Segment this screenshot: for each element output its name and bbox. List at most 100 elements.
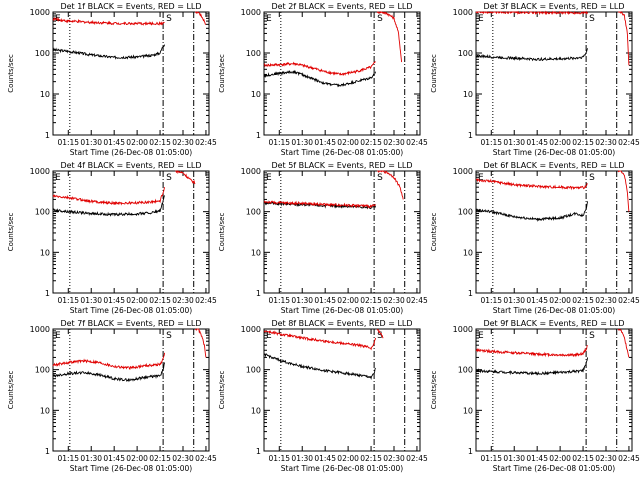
plot-frame [475, 328, 633, 452]
events-series-line [263, 352, 376, 381]
start-marker-label: E [266, 173, 272, 183]
x-tick-label: 02:15 [360, 138, 382, 147]
y-tick-label: 1000 [30, 325, 50, 334]
x-tick-label: 01:45 [314, 138, 336, 147]
y-tick-label: 100 [458, 49, 473, 58]
plot-title: Det 4f BLACK = Events, RED = LLD [60, 161, 201, 170]
lld-series-line [617, 10, 630, 66]
saa-marker-label: S [166, 173, 172, 183]
lld-series-line [376, 328, 384, 339]
lld-series-line [263, 329, 377, 351]
y-tick-label: 1000 [241, 8, 261, 17]
x-axis-label: Start Time (26-Dec-08 01:05:00) [281, 148, 403, 157]
x-tick-label: 01:30 [503, 296, 525, 305]
x-tick-label: 02:30 [172, 454, 194, 463]
events-series-line [263, 69, 377, 88]
x-tick-label: 01:15 [268, 296, 290, 305]
y-tick-label: 1 [45, 131, 50, 140]
y-axis-label: Counts/sec [7, 213, 15, 252]
y-axis-label: Counts/sec [430, 54, 438, 93]
y-tick-label: 100 [35, 208, 50, 217]
x-tick-label: 01:15 [480, 454, 502, 463]
detector-plot: Det 7f BLACK = Events, RED = LLD Counts/s… [7, 319, 217, 473]
x-tick-label: 01:30 [503, 454, 525, 463]
y-tick-label: 1000 [241, 325, 261, 334]
start-marker-label: E [266, 331, 272, 341]
start-marker-label: E [55, 14, 61, 24]
y-tick-label: 1000 [30, 167, 50, 176]
plot-title: Det 2f BLACK = Events, RED = LLD [271, 2, 412, 11]
start-marker-label: E [478, 173, 484, 183]
lld-series-line [52, 187, 166, 206]
saa-marker-label: S [377, 14, 383, 24]
x-tick-label: 01:30 [80, 296, 102, 305]
x-tick-label: 02:15 [572, 138, 594, 147]
x-tick-label: 02:30 [383, 296, 405, 305]
x-tick-label: 01:30 [291, 296, 313, 305]
x-axis-label: Start Time (26-Dec-08 01:05:00) [493, 464, 615, 473]
lld-series-line [195, 11, 206, 25]
x-tick-label: 02:45 [195, 454, 217, 463]
x-tick-label: 02:45 [406, 296, 428, 305]
plot-title: Det 3f BLACK = Events, RED = LLD [483, 2, 624, 11]
y-axis-label: Counts/sec [218, 213, 226, 252]
start-marker-label: E [478, 331, 484, 341]
lld-series-line [475, 344, 588, 358]
detector-plot: Det 1f BLACK = Events, RED = LLD Counts/s… [7, 2, 217, 157]
x-tick-label: 01:30 [503, 138, 525, 147]
y-tick-label: 100 [35, 49, 50, 58]
detector-plot: Det 6f BLACK = Events, RED = LLD Counts/s… [430, 161, 640, 315]
x-tick-label: 02:00 [337, 454, 359, 463]
lld-series-line [377, 170, 404, 200]
events-series-line [52, 195, 166, 217]
x-tick-label: 02:30 [172, 138, 194, 147]
x-tick-label: 01:30 [80, 454, 102, 463]
start-marker-label: E [55, 173, 61, 183]
saa-marker-label: S [377, 173, 383, 183]
saa-marker-label: S [377, 331, 383, 341]
y-tick-label: 100 [35, 366, 50, 375]
lld-series-line [475, 10, 589, 16]
y-tick-label: 1 [468, 289, 473, 298]
y-tick-label: 10 [40, 90, 50, 99]
saa-marker-label: S [589, 173, 595, 183]
y-tick-label: 1000 [453, 8, 473, 17]
y-tick-label: 10 [40, 248, 50, 257]
y-tick-label: 1 [468, 131, 473, 140]
start-marker-label: E [55, 331, 61, 341]
lld-series-line [175, 170, 196, 185]
x-tick-label: 01:30 [291, 138, 313, 147]
x-tick-label: 02:00 [549, 296, 571, 305]
y-tick-label: 10 [251, 90, 261, 99]
lld-series-line [263, 200, 376, 209]
y-axis-label: Counts/sec [218, 371, 226, 410]
events-series-line [475, 48, 589, 62]
lld-series-line [52, 16, 165, 26]
lld-series-line [376, 11, 403, 63]
y-tick-label: 100 [246, 366, 261, 375]
x-axis-label: Start Time (26-Dec-08 01:05:00) [70, 306, 192, 315]
x-tick-label: 02:30 [172, 296, 194, 305]
x-axis-label: Start Time (26-Dec-08 01:05:00) [70, 148, 192, 157]
x-tick-label: 02:30 [595, 296, 617, 305]
y-tick-label: 10 [251, 248, 261, 257]
x-tick-label: 02:45 [618, 454, 640, 463]
lld-series-line [194, 328, 207, 358]
plot-title: Det 7f BLACK = Events, RED = LLD [60, 319, 201, 328]
y-tick-label: 100 [458, 208, 473, 217]
plot-frame [263, 11, 421, 136]
saa-marker-label: S [589, 331, 595, 341]
x-tick-label: 01:15 [57, 454, 79, 463]
x-tick-label: 01:45 [526, 296, 548, 305]
y-tick-label: 1 [45, 447, 50, 456]
plot-title: Det 1f BLACK = Events, RED = LLD [60, 2, 201, 11]
plot-title: Det 5f BLACK = Events, RED = LLD [271, 161, 412, 170]
plot-title: Det 9f BLACK = Events, RED = LLD [483, 319, 624, 328]
events-series-line [475, 201, 589, 223]
plot-frame [475, 11, 633, 136]
x-tick-label: 01:15 [268, 454, 290, 463]
y-axis-label: Counts/sec [7, 371, 15, 410]
y-tick-label: 10 [463, 406, 473, 415]
detector-plot: Det 4f BLACK = Events, RED = LLD Counts/s… [7, 161, 217, 315]
